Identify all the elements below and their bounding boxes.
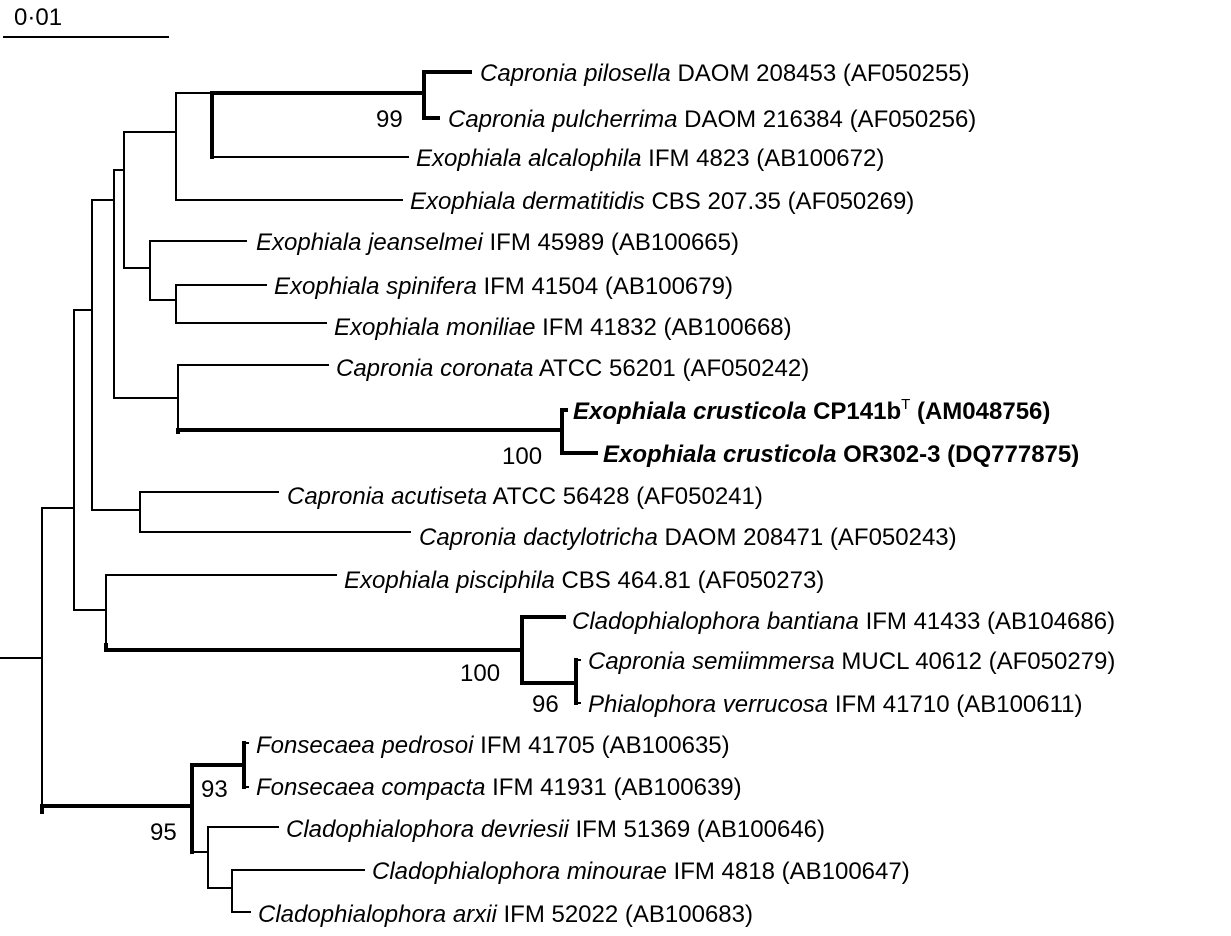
taxon-label: Exophiala pisciphila CBS 464.81 (AF05027… — [344, 567, 824, 594]
bootstrap-value: 95 — [150, 819, 177, 846]
scale-bar-label: 0·01 — [14, 4, 62, 31]
taxon-label: Exophiala jeanselmei IFM 45989 (AB100665… — [256, 229, 739, 256]
scale-bar: 0·01 — [3, 4, 169, 38]
taxon-label-highlighted: Exophiala crusticola CP141bT (AM048756) — [573, 396, 1050, 425]
bootstrap-value: 99 — [376, 106, 403, 133]
taxon-label: Cladophialophora minourae IFM 4818 (AB10… — [372, 858, 910, 885]
taxon-label: Fonsecaea compacta IFM 41931 (AB100639) — [256, 774, 742, 801]
taxon-label: Exophiala alcalophila IFM 4823 (AB100672… — [416, 145, 884, 172]
taxon-label: Exophiala moniliae IFM 41832 (AB100668) — [334, 314, 792, 341]
taxon-label: Exophiala dermatitidis CBS 207.35 (AF050… — [410, 188, 914, 215]
taxon-label: Cladophialophora arxii IFM 52022 (AB1006… — [258, 901, 753, 928]
taxon-labels: Capronia pilosella DAOM 208453 (AF050255… — [256, 60, 1115, 928]
taxon-label: Fonsecaea pedrosoi IFM 41705 (AB100635) — [256, 732, 730, 759]
bootstrap-values: 99 100 100 96 93 95 — [150, 106, 559, 846]
bootstrap-value: 93 — [201, 776, 228, 803]
taxon-label: Capronia semiimmersa MUCL 40612 (AF05027… — [588, 648, 1115, 675]
taxon-label: Capronia pilosella DAOM 208453 (AF050255… — [480, 60, 970, 87]
taxon-label: Exophiala spinifera IFM 41504 (AB100679) — [274, 273, 733, 300]
type-strain-superscript: T — [901, 396, 910, 413]
taxon-label: Cladophialophora devriesii IFM 51369 (AB… — [286, 816, 825, 843]
taxon-label-highlighted: Exophiala crusticola OR302-3 (DQ777875) — [603, 441, 1079, 468]
tree-branches — [0, 70, 598, 913]
taxon-label: Phialophora verrucosa IFM 41710 (AB10061… — [588, 691, 1083, 718]
bootstrap-value: 100 — [460, 660, 500, 687]
bootstrap-value: 96 — [532, 691, 559, 718]
taxon-label: Capronia dactylotricha DAOM 208471 (AF05… — [419, 524, 957, 551]
taxon-label: Capronia coronata ATCC 56201 (AF050242) — [336, 355, 809, 382]
taxon-label: Capronia acutiseta ATCC 56428 (AF050241) — [287, 483, 763, 510]
taxon-label: Cladophialophora bantiana IFM 41433 (AB1… — [572, 608, 1115, 635]
bootstrap-value: 100 — [502, 443, 542, 470]
taxon-label: Capronia pulcherrima DAOM 216384 (AF0502… — [448, 106, 976, 133]
